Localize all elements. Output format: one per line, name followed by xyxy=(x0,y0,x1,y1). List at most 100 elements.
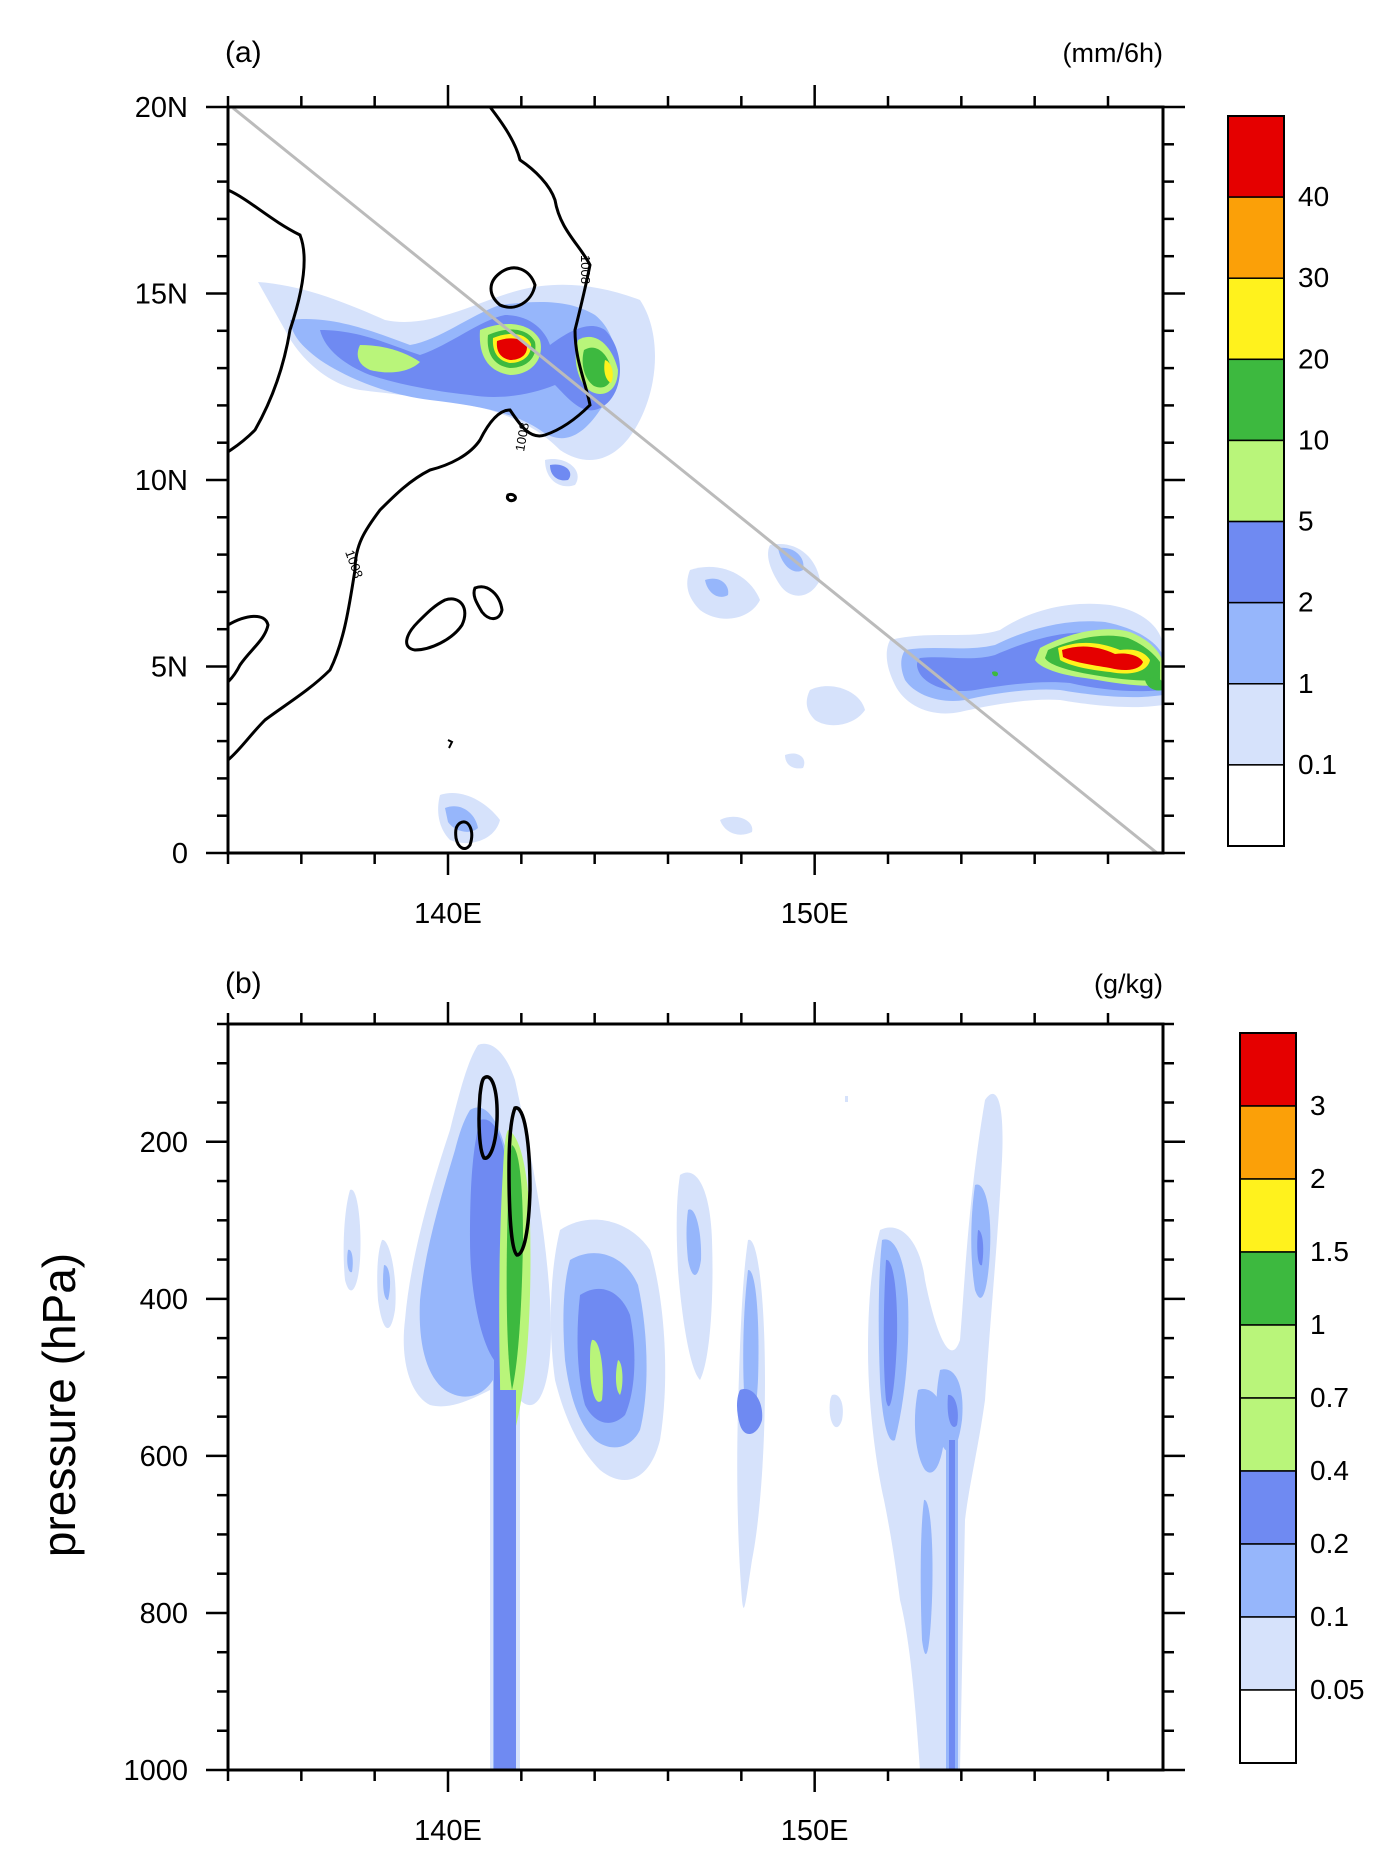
contour-label: 1008 xyxy=(342,548,366,580)
colorbar-swatch xyxy=(1239,1178,1297,1253)
precip-region xyxy=(806,686,865,726)
contour-label: 1008 xyxy=(578,255,593,284)
precip-region xyxy=(720,816,753,835)
x-tick-label: 150E xyxy=(781,898,849,930)
mixing-ratio-region xyxy=(829,1394,843,1428)
pressure-contour xyxy=(228,107,592,762)
pressure-contour xyxy=(447,739,454,749)
x-tick-label: 140E xyxy=(414,898,482,930)
colorbar-label: 0.05 xyxy=(1310,1674,1365,1705)
panel-a-label: (a) xyxy=(225,36,262,69)
mixing-ratio-region xyxy=(947,1394,958,1427)
mixing-ratio-region xyxy=(949,1440,955,1770)
colorbar-label: 1 xyxy=(1310,1309,1326,1340)
colorbar-swatch xyxy=(1239,1689,1297,1764)
precip-region xyxy=(992,671,999,677)
precip-region xyxy=(320,315,620,411)
mixing-ratio-region xyxy=(577,1288,635,1423)
panel-a: (a) (mm/6h) xyxy=(135,36,1337,930)
precip-region xyxy=(582,347,612,388)
precip-region xyxy=(785,753,805,769)
panel-b-label: (b) xyxy=(225,967,262,1000)
colorbar-label: 0.2 xyxy=(1310,1528,1349,1559)
colorbar-swatch xyxy=(1227,764,1285,847)
colorbar-swatch xyxy=(1239,1616,1297,1691)
colorbar-swatch xyxy=(1227,115,1285,198)
colorbar-label: 5 xyxy=(1298,506,1314,537)
y-tick-label: 200 xyxy=(140,1127,188,1159)
colorbar-swatch xyxy=(1239,1251,1297,1326)
colorbar-swatch xyxy=(1239,1543,1297,1618)
panel-b-frame xyxy=(226,1022,1165,1772)
pressure-contour xyxy=(472,585,504,620)
precip-region xyxy=(496,338,527,360)
mixing-ratio-region xyxy=(497,1390,516,1770)
colorbar-swatch xyxy=(1239,1470,1297,1545)
precip-region xyxy=(1145,677,1163,691)
colorbar-label: 3 xyxy=(1310,1090,1326,1121)
colorbar-swatch xyxy=(1227,683,1285,766)
colorbar-label: 30 xyxy=(1298,262,1329,293)
mixing-ratio-region xyxy=(590,1339,603,1402)
colorbar-label: 0.1 xyxy=(1298,749,1337,780)
mixing-ratio-region xyxy=(737,1389,763,1435)
precip-region xyxy=(705,578,729,597)
pressure-contour xyxy=(454,820,474,850)
y-tick-label: 1000 xyxy=(123,1755,188,1787)
mixing-ratio-region xyxy=(676,1172,713,1380)
panel-a-units: (mm/6h) xyxy=(1063,38,1164,68)
cloud-contour xyxy=(477,1075,499,1160)
mixing-ratio-region xyxy=(383,1265,391,1300)
contour-label: 1008 xyxy=(512,421,532,452)
colorbar-swatch xyxy=(1227,520,1285,604)
y-tick-label: 5N xyxy=(151,652,188,684)
y-tick-label: 10N xyxy=(135,465,188,497)
colorbar-swatch xyxy=(1227,601,1285,685)
mixing-ratio-region xyxy=(347,1249,353,1273)
colorbar-label: 40 xyxy=(1298,181,1329,212)
precip-region xyxy=(357,345,420,373)
panel-a-colorbar: 0.1 1 2 5 10 20 30 40 xyxy=(1227,115,1337,847)
panel-b-units: (g/kg) xyxy=(1094,969,1163,999)
colorbar-swatch xyxy=(1227,277,1285,361)
panel-b-colorbar: 0.05 0.1 0.2 0.4 0.7 1 1.5 2 3 xyxy=(1239,1032,1365,1764)
mixing-ratio-field xyxy=(343,1043,1003,1770)
colorbar-frame xyxy=(1227,115,1285,847)
cross-section-line xyxy=(232,107,1158,853)
colorbar-label: 2 xyxy=(1298,587,1314,618)
mixing-ratio-region xyxy=(686,1209,702,1275)
x-tick-label: 150E xyxy=(781,1815,849,1847)
precip-region xyxy=(1062,646,1143,670)
mixing-ratio-region xyxy=(615,1360,623,1395)
pressure-contour xyxy=(489,266,537,309)
colorbar-label: 10 xyxy=(1298,424,1329,455)
panel-b: (b) (g/kg) pressure (hPa) xyxy=(33,967,1365,1847)
y-tick-label: 0 xyxy=(172,838,188,870)
y-tick-label: 800 xyxy=(140,1598,188,1630)
y-tick-label: 20N xyxy=(135,92,188,124)
mixing-ratio-region xyxy=(977,1230,984,1266)
panel-b-ylabel: pressure (hPa) xyxy=(33,1253,85,1557)
colorbar-swatch xyxy=(1239,1324,1297,1399)
colorbar-label: 0.7 xyxy=(1310,1382,1349,1413)
colorbar-label: 1 xyxy=(1298,668,1314,699)
precip-field xyxy=(228,107,1163,853)
mixing-ratio-region xyxy=(920,1499,933,1655)
panel-b-axes: 140E 150E 200 400 600 800 1000 xyxy=(123,1002,1185,1847)
precip-region xyxy=(604,360,613,383)
colorbar-frame xyxy=(1239,1032,1297,1764)
colorbar-label: 0.4 xyxy=(1310,1455,1349,1486)
colorbar-swatch xyxy=(1239,1032,1297,1107)
colorbar-label: 20 xyxy=(1298,343,1329,374)
mixing-ratio-region xyxy=(845,1096,848,1102)
colorbar-swatch xyxy=(1227,196,1285,279)
y-tick-label: 400 xyxy=(140,1284,188,1316)
y-tick-label: 600 xyxy=(140,1441,188,1473)
mixing-ratio-region xyxy=(883,1259,898,1407)
pressure-contour xyxy=(506,493,517,503)
y-tick-label: 15N xyxy=(135,279,188,311)
pressure-contour xyxy=(228,188,306,454)
cloud-contour xyxy=(507,1106,532,1257)
colorbar-swatch xyxy=(1239,1105,1297,1180)
